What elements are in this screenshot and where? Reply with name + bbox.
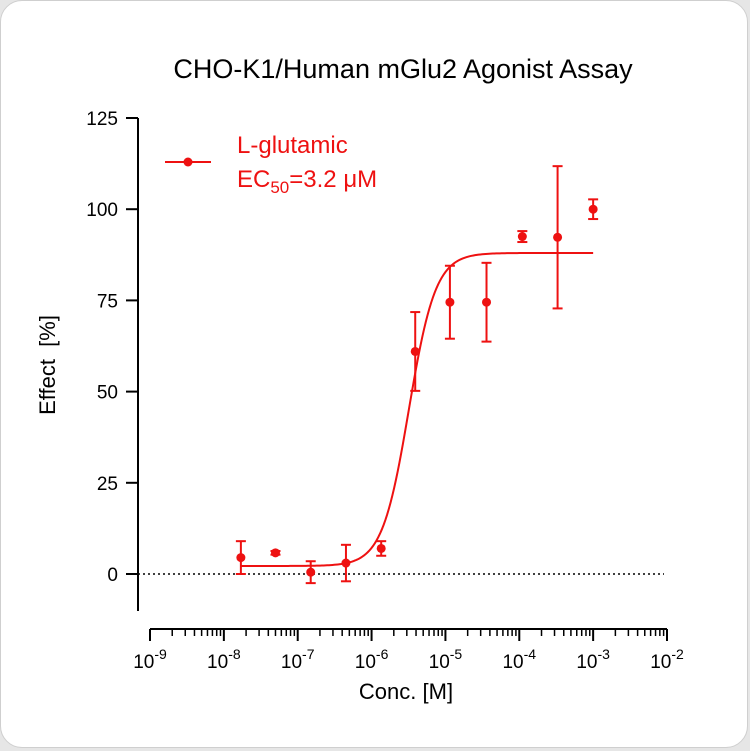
legend: L-glutamic EC50=3.2 μM [165,132,377,197]
x-tick-label: 10-9 [133,646,167,673]
x-axis: 10-9 10-8 10-7 10-6 10-5 10-4 10-3 10-2 [133,628,684,673]
x-axis-ticks: 10-9 10-8 10-7 10-6 10-5 10-4 10-3 10-2 [133,629,684,673]
legend-ec-value: =3.2 μM [289,166,377,193]
x-tick-exponent: -6 [376,646,389,662]
y-axis: 0 25 50 75 100 125 [86,109,139,611]
x-tick-exponent: -5 [450,646,463,662]
data-point [588,204,598,214]
x-tick-base: 10 [502,652,523,673]
data-points [235,165,599,585]
x-tick-base: 10 [429,652,450,673]
y-tick-label: 50 [97,383,118,404]
y-tick-label: 75 [97,291,118,312]
x-tick-base: 10 [133,652,154,673]
x-tick-label: 10-5 [429,646,463,673]
data-point [445,297,455,307]
data-point [482,297,492,307]
legend-series-name: L-glutamic [237,132,348,159]
y-tick-label: 125 [86,109,118,130]
legend-ec-prefix: EC [237,166,270,193]
chart-title: CHO-K1/Human mGlu2 Agonist Assay [173,54,633,84]
x-tick-base: 10 [281,652,302,673]
data-point [517,232,527,242]
legend-ec-subscript: 50 [270,178,289,197]
legend-point-marker [183,157,193,167]
x-tick-base: 10 [650,652,671,673]
x-tick-label: 10-6 [355,646,389,673]
y-tick-label: 25 [97,474,118,495]
x-tick-base: 10 [355,652,376,673]
x-tick-exponent: -3 [597,646,610,662]
x-tick-base: 10 [207,652,228,673]
x-tick-label: 10-2 [650,646,684,673]
x-tick-label: 10-4 [502,646,536,673]
data-point [306,567,316,577]
y-tick-label: 0 [107,565,118,586]
x-tick-exponent: -8 [228,646,241,662]
data-point [270,548,280,558]
legend-ec50: EC50=3.2 μM [237,166,377,197]
x-tick-exponent: -9 [154,646,167,662]
x-axis-label: Conc. [M] [359,679,453,704]
data-point [553,232,563,242]
y-axis-ticks: 0 25 50 75 100 125 [86,109,138,586]
y-tick-label: 100 [86,200,118,221]
x-tick-label: 10-7 [281,646,315,673]
data-point [236,553,246,563]
x-tick-exponent: -4 [524,646,537,662]
x-tick-exponent: -2 [671,646,684,662]
data-point [341,558,351,568]
data-point [410,346,420,356]
x-tick-exponent: -7 [302,646,315,662]
fit-curve [240,251,594,567]
x-tick-label: 10-3 [576,646,610,673]
data-point [376,543,386,553]
y-axis-label: Effect [%] [35,315,60,415]
x-tick-base: 10 [576,652,597,673]
x-tick-label: 10-8 [207,646,241,673]
